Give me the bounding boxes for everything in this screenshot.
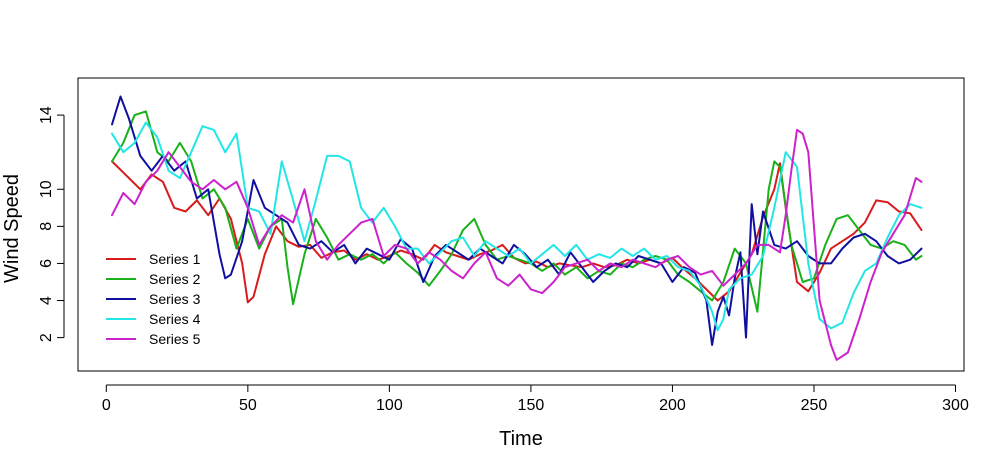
x-tick-label: 50 xyxy=(239,397,257,414)
y-tick-label: 14 xyxy=(38,106,55,124)
series-line-4 xyxy=(111,121,923,332)
plot-frame xyxy=(77,77,965,372)
x-axis: 0 50 100 150 200 250 300 xyxy=(102,384,969,414)
legend-label-3: Series 3 xyxy=(149,291,201,307)
y-tick-label: 4 xyxy=(38,296,55,305)
series-layer xyxy=(111,95,923,361)
legend-label-1: Series 1 xyxy=(149,251,201,267)
x-tick-label: 0 xyxy=(102,397,111,414)
x-tick-label: 100 xyxy=(376,397,403,414)
legend-label-4: Series 4 xyxy=(149,311,201,327)
series-line-2 xyxy=(111,110,923,313)
y-tick-label: 10 xyxy=(38,180,55,198)
y-tick-label: 8 xyxy=(38,222,55,231)
legend-label-2: Series 2 xyxy=(149,271,201,287)
series-line-5 xyxy=(111,128,923,361)
y-axis-title: Wind Speed xyxy=(1,174,23,283)
x-axis-title: Time xyxy=(499,428,543,450)
x-tick-label: 300 xyxy=(942,397,969,414)
x-tick-label: 150 xyxy=(518,397,545,414)
x-tick-label: 200 xyxy=(659,397,686,414)
y-tick-label: 6 xyxy=(38,259,55,268)
series-line-3 xyxy=(111,95,923,346)
legend: Series 1 Series 2 Series 3 Series 4 Series 5 xyxy=(106,251,201,347)
y-axis: 2 4 6 8 10 14 xyxy=(38,106,65,342)
y-tick-label: 2 xyxy=(38,333,55,342)
x-tick-label: 250 xyxy=(801,397,828,414)
legend-label-5: Series 5 xyxy=(149,331,201,347)
